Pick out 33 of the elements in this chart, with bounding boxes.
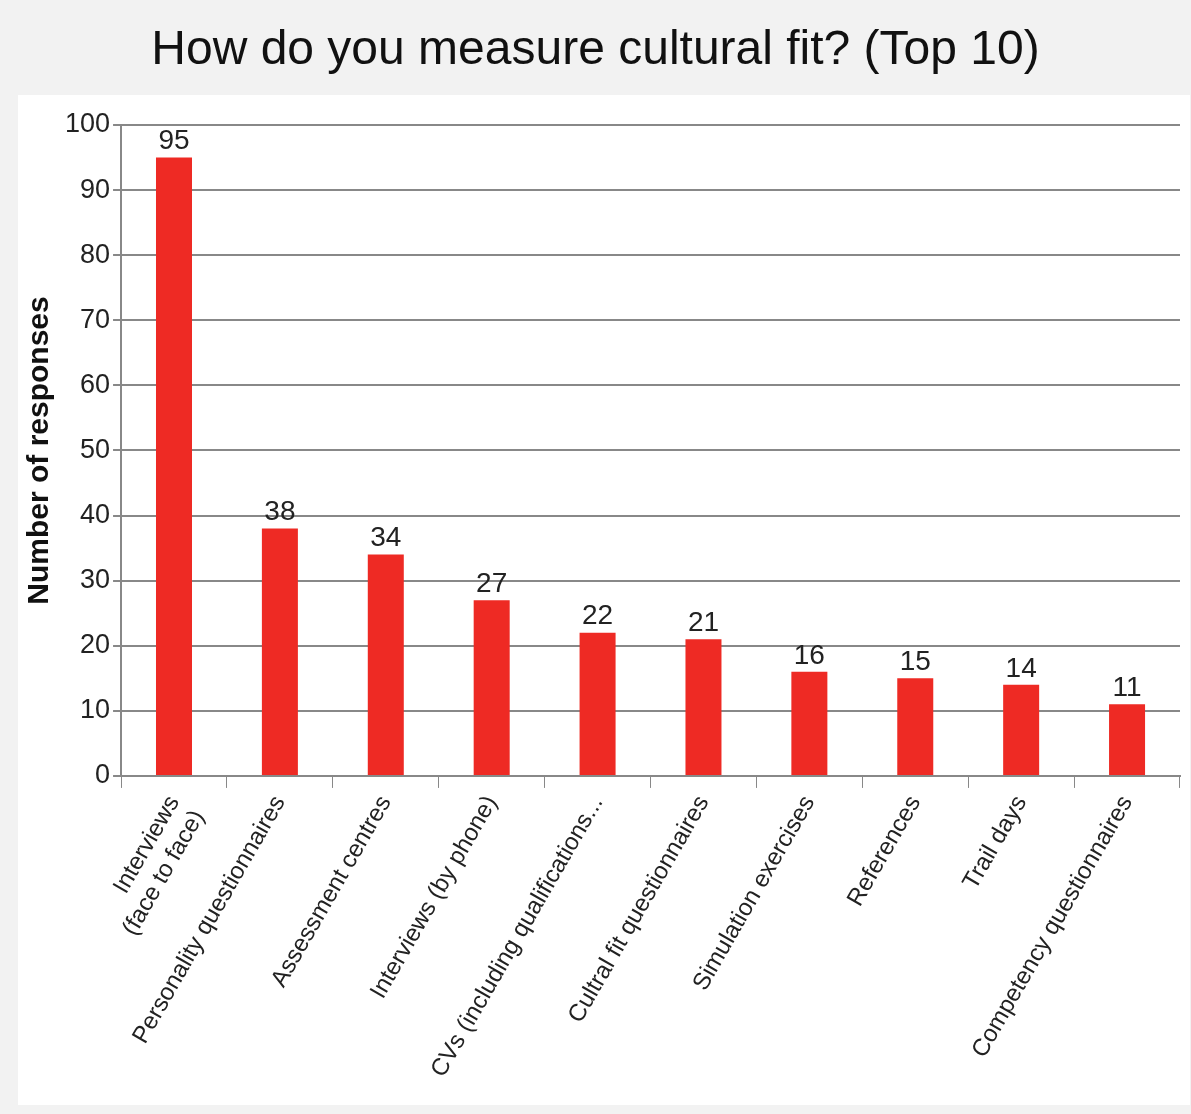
y-tick-label: 70	[80, 303, 111, 334]
y-tick-label: 50	[80, 433, 111, 464]
y-tick-label: 0	[95, 759, 111, 790]
data-label: 38	[264, 495, 296, 527]
data-label: 11	[1112, 671, 1142, 703]
bar	[367, 554, 404, 775]
bar	[473, 600, 510, 775]
bar	[155, 157, 192, 775]
y-tick-label: 10	[80, 694, 111, 725]
data-label: 16	[793, 638, 825, 670]
data-label: 14	[1005, 651, 1037, 683]
data-label: 21	[687, 605, 720, 637]
y-tick-label: 60	[80, 368, 111, 399]
y-tick-label: 80	[80, 238, 111, 269]
bar	[685, 639, 722, 775]
bar	[579, 632, 616, 775]
data-label: 95	[158, 124, 190, 156]
data-label: 22	[582, 599, 614, 631]
bar	[261, 528, 298, 775]
data-label: 34	[370, 521, 402, 553]
y-tick-label: 100	[64, 108, 111, 139]
y-tick-label: 40	[80, 499, 111, 530]
y-tick-label: 90	[80, 173, 111, 204]
data-label: 15	[899, 645, 931, 677]
bar	[897, 678, 934, 775]
y-axis-title: Number of responses	[21, 296, 55, 605]
bar	[791, 671, 828, 775]
bar	[1109, 704, 1146, 775]
bar	[1003, 684, 1040, 775]
y-tick-label: 30	[80, 564, 111, 595]
data-label: 27	[476, 566, 508, 598]
chart-title: How do you measure cultural fit? (Top 10)	[150, 20, 1041, 76]
y-tick-label: 20	[80, 629, 111, 660]
